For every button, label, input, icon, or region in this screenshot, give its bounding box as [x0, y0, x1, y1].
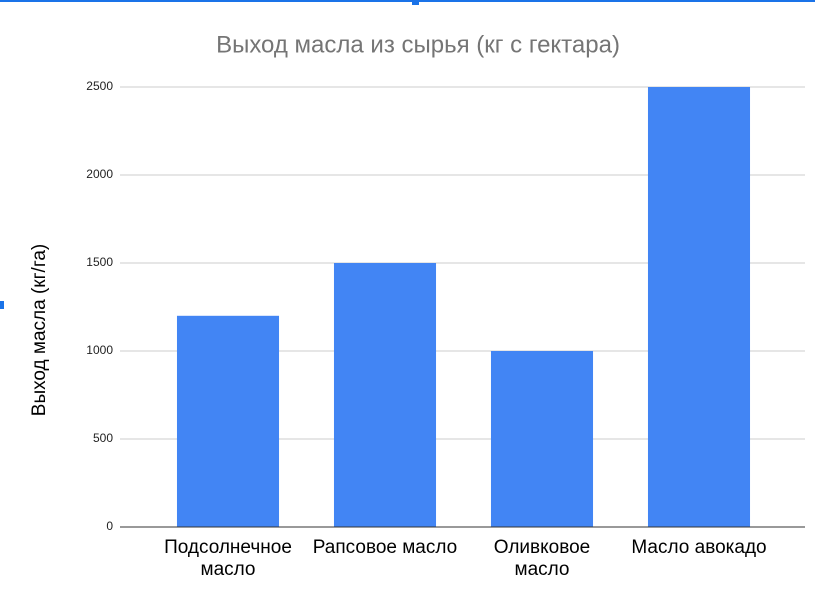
bar [176, 315, 280, 527]
x-tick-label: Оливковое масло [493, 537, 591, 580]
selection-handle[interactable] [0, 301, 4, 309]
y-tick-label: 500 [93, 431, 113, 445]
bar [333, 263, 437, 527]
selection-handle[interactable] [412, 0, 419, 5]
x-tick-label: Подсолнечное масло [164, 537, 292, 580]
bar [647, 87, 751, 527]
x-tick-label: Рапсовое масло [312, 537, 458, 558]
y-tick-label: 2500 [86, 79, 113, 93]
chart-title: Выход масла из сырья (кг с гектара) [216, 31, 620, 58]
y-tick-label: 0 [106, 519, 113, 533]
y-tick-label: 1500 [86, 255, 113, 269]
y-tick-label: 1000 [86, 343, 113, 357]
y-axis-label: Выход масла (кг/га) [29, 244, 50, 416]
bar [490, 351, 594, 527]
x-tick-label: Масло авокадо [631, 537, 767, 558]
y-tick-label: 2000 [86, 167, 113, 181]
